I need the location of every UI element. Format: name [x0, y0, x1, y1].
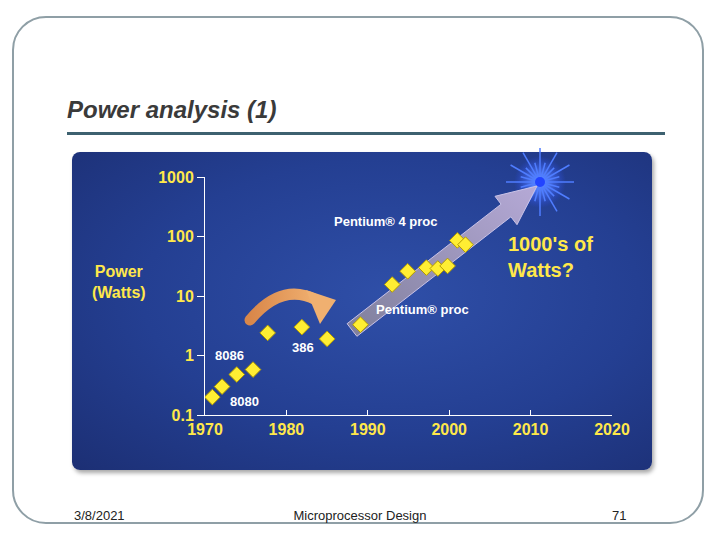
html-text:71: 71 [612, 508, 627, 523]
html-text:Microprocessor Design: Microprocessor Design [293, 508, 427, 523]
svg-text:0.1: 0.1 [172, 407, 194, 424]
svg-text:Pentium® 4 proc: Pentium® 4 proc [334, 214, 438, 229]
svg-text:8086: 8086 [215, 348, 244, 363]
svg-text:1990: 1990 [350, 421, 386, 438]
svg-text:2010: 2010 [513, 421, 549, 438]
svg-text:8080: 8080 [230, 394, 259, 409]
svg-text:1000's ofWatts?: 1000's ofWatts? [508, 233, 593, 281]
svg-text:1: 1 [185, 347, 194, 364]
svg-text:2020: 2020 [594, 421, 630, 438]
svg-text:386: 386 [292, 340, 314, 355]
html-text:3/8/2021: 3/8/2021 [74, 508, 125, 523]
svg-text:1980: 1980 [269, 421, 305, 438]
svg-text:10: 10 [176, 288, 194, 305]
html-text:Power analysis (1): Power analysis (1) [67, 96, 277, 123]
svg-text:2000: 2000 [431, 421, 467, 438]
svg-text:Power(Watts): Power(Watts) [92, 263, 146, 301]
svg-text:Pentium® proc: Pentium® proc [376, 302, 469, 317]
svg-text:1000: 1000 [158, 169, 194, 186]
svg-text:100: 100 [167, 228, 194, 245]
svg-text:1970: 1970 [187, 421, 223, 438]
